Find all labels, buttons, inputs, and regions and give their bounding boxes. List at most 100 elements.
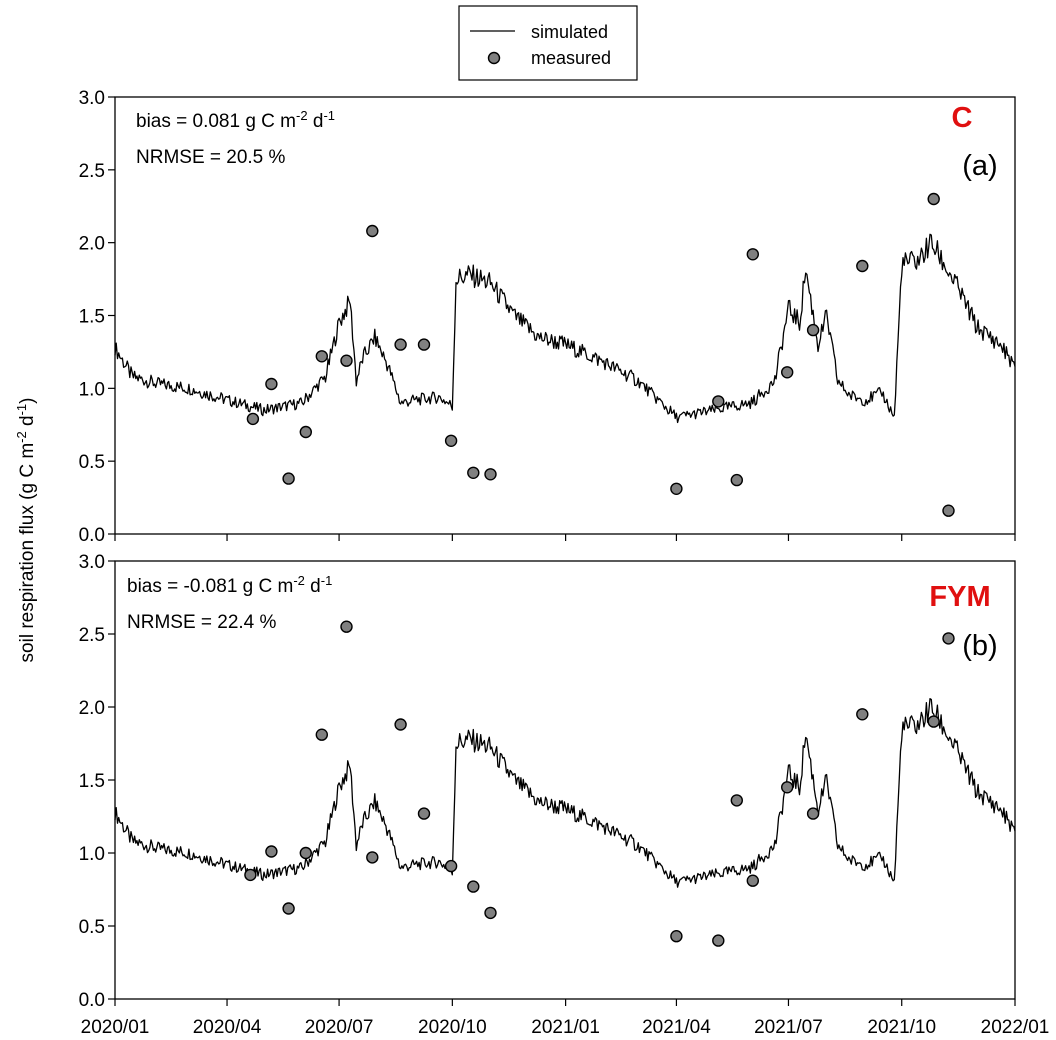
measured-point: [340, 620, 353, 633]
panel-a-bias-mid: d: [308, 111, 324, 132]
panel-a-bias: bias = 0.081 g C m-2 d-1: [136, 108, 335, 132]
panel-b-bias: bias = -0.081 g C m-2 d-1: [127, 573, 332, 597]
measured-point: [670, 930, 683, 943]
y-axis-label: soil respiration flux (g C m-2 d-1): [14, 398, 38, 663]
measured-point: [856, 708, 869, 721]
x-tick-label: 2020/10: [418, 1017, 487, 1038]
measured-point: [315, 350, 328, 363]
measured-point: [484, 906, 497, 920]
measured-point: [927, 192, 940, 206]
panel-a-bias-sup1: -2: [296, 108, 308, 123]
panel-b-points: [244, 620, 955, 947]
measured-point: [806, 807, 820, 820]
panel-b-letter: (b): [962, 630, 997, 662]
measured-point: [282, 472, 295, 485]
measured-point: [712, 934, 725, 947]
panel-b-ticks: 0.0 0.5 1.0 1.5 2.0 2.5 3.0: [79, 552, 1016, 1011]
measured-point: [730, 794, 743, 807]
x-tick-labels: 2020/01 2020/04 2020/07 2020/10 2021/01 2021/…: [81, 1017, 1050, 1038]
measured-point: [927, 715, 940, 728]
y-axis-label-sup1: -2: [14, 431, 29, 443]
measured-point: [299, 425, 312, 439]
measured-point: [340, 354, 353, 367]
x-tick-label: 2021/07: [754, 1017, 823, 1038]
y-tick-label: 1.5: [79, 771, 105, 792]
y-tick-label: 0.5: [79, 452, 105, 473]
y-axis-label-mid: d: [17, 415, 38, 431]
measured-point: [942, 632, 955, 645]
y-tick-label: 0.5: [79, 917, 105, 938]
measured-point: [244, 868, 257, 882]
measured-point: [746, 874, 759, 887]
panel-a: 0.0 0.5 1.0 1.5 2.0 2.5 3.0 bias = 0.081 g C m…: [79, 88, 1016, 546]
panel-b-nrmse: NRMSE = 22.4 %: [127, 612, 277, 633]
y-tick-label: 2.5: [79, 625, 105, 646]
measured-point: [366, 224, 379, 238]
panel-a-bias-text: bias = 0.081 g C m: [136, 111, 296, 132]
y-axis-label-sup2: -1: [14, 404, 29, 416]
y-axis-label-base: soil respiration flux (g C m: [17, 443, 38, 663]
y-tick-label: 3.0: [79, 88, 105, 109]
measured-point: [856, 259, 869, 273]
panel-a-lines: [114, 233, 1016, 424]
y-tick-label: 0.0: [79, 990, 105, 1011]
measured-point: [265, 377, 278, 391]
y-tick-label: 1.0: [79, 844, 105, 865]
x-tick-label: 2020/07: [305, 1017, 374, 1038]
measured-point: [265, 845, 278, 858]
measured-point: [366, 851, 379, 864]
measured-point: [467, 466, 480, 479]
y-axis-label-end: ): [17, 398, 38, 404]
measured-point: [394, 338, 407, 351]
panel-a-letter: (a): [962, 150, 997, 182]
measured-point: [417, 807, 431, 820]
panel-b-bias-sup2: -1: [321, 573, 333, 588]
y-tick-label: 0.0: [79, 525, 105, 546]
panel-a-points: [246, 192, 955, 517]
y-tick-label: 2.5: [79, 161, 105, 182]
panel-b-bias-mid: d: [305, 576, 321, 597]
measured-point: [670, 482, 683, 495]
panel-b-bias-text: bias = -0.081 g C m: [127, 576, 293, 597]
x-tick-label: 2021/04: [642, 1017, 711, 1038]
measured-point: [444, 434, 458, 447]
measured-point: [394, 718, 407, 731]
y-tick-label: 3.0: [79, 552, 105, 573]
legend-label-measured: measured: [531, 48, 611, 68]
x-tick-label: 2021/10: [867, 1017, 936, 1038]
measured-point: [781, 366, 794, 379]
panel-b: 0.0 0.5 1.0 1.5 2.0 2.5 3.0 bias = -0.081 g C …: [79, 552, 1016, 1011]
panel-b-bias-sup1: -2: [293, 573, 305, 588]
panel-a-ticks: 0.0 0.5 1.0 1.5 2.0 2.5 3.0: [79, 88, 1016, 546]
y-tick-label: 2.0: [79, 234, 105, 255]
measured-point: [417, 338, 431, 351]
legend-label-simulated: simulated: [531, 22, 608, 42]
measured-point: [781, 781, 794, 794]
panel-a-treatment-label: C: [952, 102, 973, 134]
measured-point: [246, 412, 260, 426]
measured-point: [746, 248, 759, 261]
measured-point: [315, 728, 328, 741]
y-tick-label: 1.0: [79, 379, 105, 400]
panel-b-lines: [114, 698, 1016, 888]
measured-point: [942, 504, 955, 517]
measured-point: [444, 859, 458, 873]
simulated-series-line: [114, 233, 1016, 424]
x-tick-label: 2022/01: [981, 1017, 1050, 1038]
panel-b-treatment-label: FYM: [929, 581, 990, 613]
measured-point: [712, 395, 725, 408]
measured-point: [484, 468, 497, 481]
measured-point: [730, 473, 743, 487]
panel-a-nrmse: NRMSE = 20.5 %: [136, 147, 286, 168]
panel-a-bias-sup2: -1: [323, 108, 335, 123]
legend-marker-sample: [487, 51, 501, 65]
measured-point: [282, 902, 295, 915]
legend: simulated measured: [458, 5, 638, 81]
measured-point: [467, 880, 480, 893]
legend-box: [458, 5, 638, 81]
simulated-series-line: [114, 698, 1016, 888]
y-tick-label: 1.5: [79, 307, 105, 328]
measured-point: [299, 846, 312, 860]
y-tick-label: 2.0: [79, 698, 105, 719]
